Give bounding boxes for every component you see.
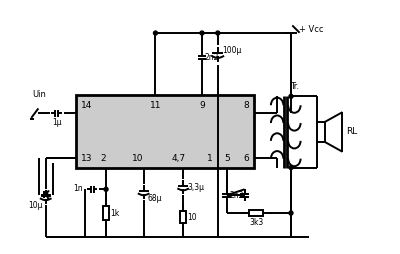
Text: 2n2: 2n2 [230, 191, 244, 200]
Circle shape [104, 187, 108, 191]
Text: 6: 6 [244, 154, 250, 163]
Text: 9: 9 [199, 101, 205, 110]
Text: 2n2: 2n2 [205, 53, 219, 62]
Bar [249, 210, 264, 216]
Circle shape [200, 31, 204, 35]
Text: 10: 10 [132, 154, 144, 163]
Text: 4,7: 4,7 [171, 154, 185, 163]
Bar [76, 95, 254, 168]
Text: + Vcc: + Vcc [299, 25, 324, 34]
Text: 10µ: 10µ [28, 201, 43, 210]
Bar [103, 206, 109, 220]
Text: 1: 1 [207, 154, 213, 163]
Circle shape [216, 31, 220, 35]
Text: 3k3: 3k3 [249, 218, 264, 227]
Circle shape [289, 166, 293, 169]
Text: 2: 2 [100, 154, 106, 163]
Text: 1µ: 1µ [52, 118, 61, 127]
Text: 5: 5 [224, 154, 230, 163]
Bar [180, 211, 186, 223]
Text: 68µ: 68µ [148, 194, 162, 203]
Text: Tr.: Tr. [290, 82, 300, 91]
Text: 1k: 1k [110, 209, 119, 217]
Circle shape [154, 31, 158, 35]
Text: 14: 14 [81, 101, 93, 110]
Text: 3,3µ: 3,3µ [187, 183, 204, 192]
Text: Uin: Uin [32, 90, 46, 99]
Circle shape [289, 94, 293, 98]
Text: 10: 10 [187, 213, 197, 221]
Text: 100µ: 100µ [222, 46, 241, 55]
Text: 1n: 1n [74, 184, 83, 193]
Text: RL: RL [346, 128, 358, 136]
Text: 11: 11 [150, 101, 161, 110]
Circle shape [289, 211, 293, 215]
Text: 8: 8 [244, 101, 250, 110]
Text: 13: 13 [81, 154, 93, 163]
Bar [317, 122, 325, 142]
